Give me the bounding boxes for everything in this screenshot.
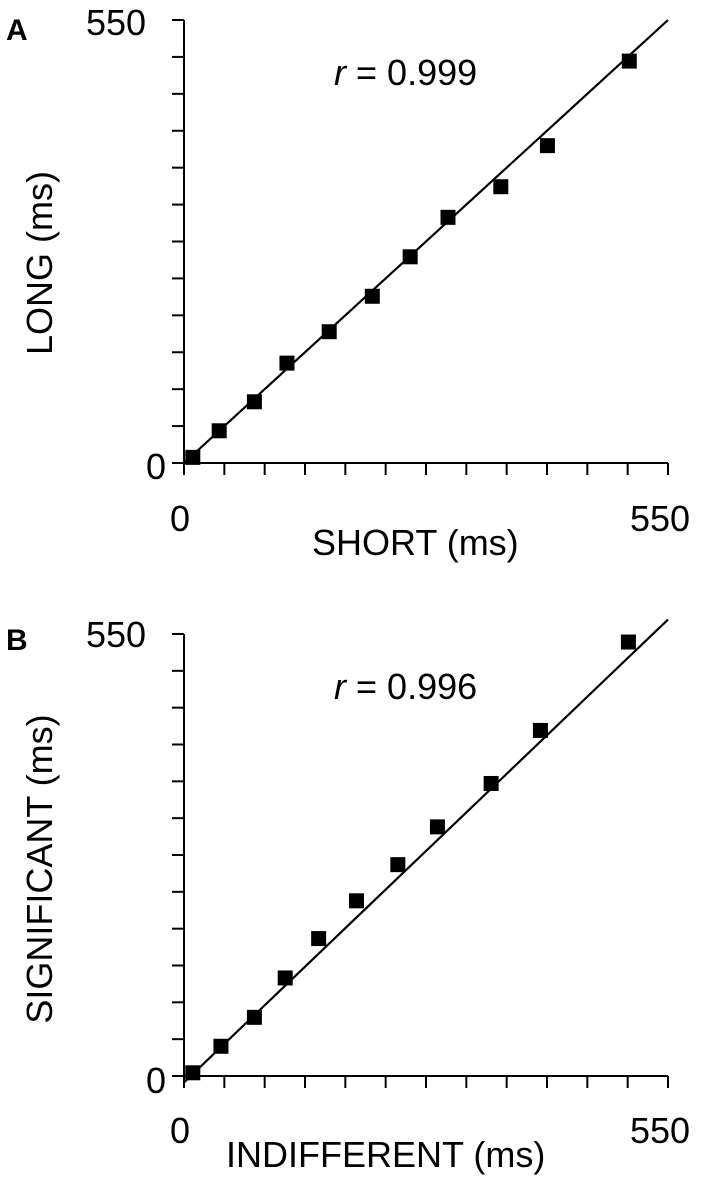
correlation-annotation: r = 0.999 xyxy=(334,52,477,94)
chart-panel-a: A 550 0 0 550 SHORT (ms) LONG (ms) r = 0… xyxy=(0,0,707,590)
correlation-annotation: r = 0.996 xyxy=(334,666,477,708)
x-axis-label: SHORT (ms) xyxy=(312,522,519,563)
r-value: = 0.999 xyxy=(356,52,478,93)
x-tick-label-max: 550 xyxy=(630,498,691,539)
data-point xyxy=(429,819,445,835)
y-tick-label-min: 0 xyxy=(146,446,167,487)
data-point xyxy=(620,634,636,650)
data-point xyxy=(483,775,499,791)
panel-label: B xyxy=(6,624,28,657)
x-tick-label-min: 0 xyxy=(170,498,191,539)
x-tick-label-min: 0 xyxy=(170,1110,191,1151)
r-symbol: r xyxy=(334,666,346,707)
data-point xyxy=(621,53,637,69)
data-point xyxy=(246,394,262,410)
data-point xyxy=(246,1009,262,1025)
data-point xyxy=(185,449,201,465)
data-point xyxy=(279,355,295,371)
data-point xyxy=(213,1038,229,1054)
r-value: = 0.996 xyxy=(356,666,478,707)
y-tick-label-max: 550 xyxy=(86,614,147,655)
data-point xyxy=(364,288,380,304)
x-axis-label: INDIFFERENT (ms) xyxy=(226,1134,546,1175)
plot-area xyxy=(172,19,669,475)
data-point xyxy=(390,857,406,873)
data-point xyxy=(402,249,418,265)
data-point xyxy=(348,893,364,909)
data-point xyxy=(277,970,293,986)
data-point xyxy=(311,931,327,947)
data-point xyxy=(493,179,509,195)
data-point xyxy=(539,138,555,154)
data-point xyxy=(211,423,227,439)
fit-line xyxy=(183,618,669,1084)
data-point xyxy=(185,1065,201,1081)
fit-line xyxy=(183,19,669,464)
data-point xyxy=(532,722,548,738)
chart-panel-b: B 550 0 0 550 INDIFFERENT (ms) SIGNIFICA… xyxy=(0,590,707,1182)
plot-area xyxy=(172,618,669,1088)
data-point xyxy=(321,324,337,340)
x-tick-label-max: 550 xyxy=(630,1110,691,1151)
panel-label: A xyxy=(6,14,28,47)
data-point xyxy=(440,209,456,225)
r-symbol: r xyxy=(334,52,346,93)
y-tick-label-max: 550 xyxy=(86,2,147,43)
y-tick-label-min: 0 xyxy=(146,1060,167,1101)
